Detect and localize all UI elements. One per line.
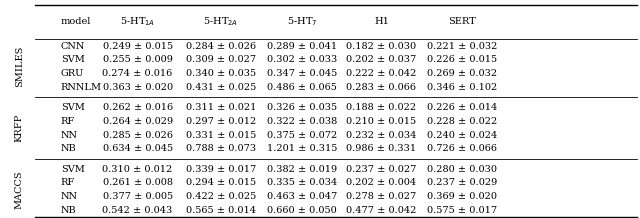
Text: 0.285 ± 0.026: 0.285 ± 0.026 bbox=[102, 131, 173, 140]
Text: 0.382 ± 0.019: 0.382 ± 0.019 bbox=[267, 165, 337, 174]
Text: 0.431 ± 0.025: 0.431 ± 0.025 bbox=[186, 83, 256, 92]
Text: 0.284 ± 0.026: 0.284 ± 0.026 bbox=[186, 42, 256, 51]
Text: 0.283 ± 0.066: 0.283 ± 0.066 bbox=[346, 83, 417, 92]
Text: 0.232 ± 0.034: 0.232 ± 0.034 bbox=[346, 131, 417, 140]
Text: 0.274 ± 0.016: 0.274 ± 0.016 bbox=[102, 69, 173, 78]
Text: 0.222 ± 0.042: 0.222 ± 0.042 bbox=[346, 69, 417, 78]
Text: 0.311 ± 0.021: 0.311 ± 0.021 bbox=[186, 103, 256, 112]
Text: 0.377 ± 0.005: 0.377 ± 0.005 bbox=[102, 192, 173, 201]
Text: 0.210 ± 0.015: 0.210 ± 0.015 bbox=[346, 117, 417, 126]
Text: 0.188 ± 0.022: 0.188 ± 0.022 bbox=[346, 103, 417, 112]
Text: MACCS: MACCS bbox=[15, 170, 24, 209]
Text: 0.237 ± 0.029: 0.237 ± 0.029 bbox=[427, 178, 497, 187]
Text: 0.463 ± 0.047: 0.463 ± 0.047 bbox=[267, 192, 337, 201]
Text: 0.375 ± 0.072: 0.375 ± 0.072 bbox=[267, 131, 337, 140]
Text: SMILES: SMILES bbox=[15, 46, 24, 87]
Text: 0.340 ± 0.035: 0.340 ± 0.035 bbox=[186, 69, 256, 78]
Text: SVM: SVM bbox=[61, 55, 84, 64]
Text: 0.264 ± 0.029: 0.264 ± 0.029 bbox=[102, 117, 173, 126]
Text: 0.269 ± 0.032: 0.269 ± 0.032 bbox=[427, 69, 497, 78]
Text: SERT: SERT bbox=[448, 17, 476, 26]
Text: CNN: CNN bbox=[61, 42, 85, 51]
Text: 0.280 ± 0.030: 0.280 ± 0.030 bbox=[427, 165, 497, 174]
Text: 0.363 ± 0.020: 0.363 ± 0.020 bbox=[102, 83, 173, 92]
Text: RNNLM: RNNLM bbox=[61, 83, 102, 92]
Text: KRFP: KRFP bbox=[15, 114, 24, 142]
Text: NB: NB bbox=[61, 144, 77, 153]
Text: 0.278 ± 0.027: 0.278 ± 0.027 bbox=[346, 192, 417, 201]
Text: 0.221 ± 0.032: 0.221 ± 0.032 bbox=[427, 42, 497, 51]
Text: RF: RF bbox=[61, 117, 75, 126]
Text: 0.310 ± 0.012: 0.310 ± 0.012 bbox=[102, 165, 173, 174]
Text: 0.477 ± 0.042: 0.477 ± 0.042 bbox=[346, 206, 417, 215]
Text: 0.660 ± 0.050: 0.660 ± 0.050 bbox=[268, 206, 337, 215]
Text: 0.726 ± 0.066: 0.726 ± 0.066 bbox=[427, 144, 497, 153]
Text: NN: NN bbox=[61, 192, 78, 201]
Text: 0.339 ± 0.017: 0.339 ± 0.017 bbox=[186, 165, 256, 174]
Text: 0.255 ± 0.009: 0.255 ± 0.009 bbox=[102, 55, 173, 64]
Text: 0.226 ± 0.015: 0.226 ± 0.015 bbox=[427, 55, 497, 64]
Text: 0.202 ± 0.037: 0.202 ± 0.037 bbox=[346, 55, 417, 64]
Text: 0.249 ± 0.015: 0.249 ± 0.015 bbox=[102, 42, 173, 51]
Text: 0.240 ± 0.024: 0.240 ± 0.024 bbox=[427, 131, 497, 140]
Text: 0.226 ± 0.014: 0.226 ± 0.014 bbox=[427, 103, 497, 112]
Text: 0.575 ± 0.017: 0.575 ± 0.017 bbox=[427, 206, 497, 215]
Text: model: model bbox=[61, 17, 91, 26]
Text: GRU: GRU bbox=[61, 69, 84, 78]
Text: 0.228 ± 0.022: 0.228 ± 0.022 bbox=[427, 117, 497, 126]
Text: H1: H1 bbox=[374, 17, 389, 26]
Text: 0.986 ± 0.331: 0.986 ± 0.331 bbox=[346, 144, 417, 153]
Text: 0.261 ± 0.008: 0.261 ± 0.008 bbox=[102, 178, 173, 187]
Text: 0.326 ± 0.035: 0.326 ± 0.035 bbox=[267, 103, 337, 112]
Text: NB: NB bbox=[61, 206, 77, 215]
Text: 5-HT$_{1A}$: 5-HT$_{1A}$ bbox=[120, 15, 155, 28]
Text: SVM: SVM bbox=[61, 165, 84, 174]
Text: 0.322 ± 0.038: 0.322 ± 0.038 bbox=[267, 117, 337, 126]
Text: 0.369 ± 0.020: 0.369 ± 0.020 bbox=[427, 192, 497, 201]
Text: 0.294 ± 0.015: 0.294 ± 0.015 bbox=[186, 178, 256, 187]
Text: 0.486 ± 0.065: 0.486 ± 0.065 bbox=[267, 83, 337, 92]
Text: 0.309 ± 0.027: 0.309 ± 0.027 bbox=[186, 55, 256, 64]
Text: 0.347 ± 0.045: 0.347 ± 0.045 bbox=[267, 69, 337, 78]
Text: 0.202 ± 0.004: 0.202 ± 0.004 bbox=[346, 178, 417, 187]
Text: 0.262 ± 0.016: 0.262 ± 0.016 bbox=[102, 103, 173, 112]
Text: 0.237 ± 0.027: 0.237 ± 0.027 bbox=[346, 165, 417, 174]
Text: 5-HT$_{7}$: 5-HT$_{7}$ bbox=[287, 15, 317, 28]
Text: 0.297 ± 0.012: 0.297 ± 0.012 bbox=[186, 117, 256, 126]
Text: 0.302 ± 0.033: 0.302 ± 0.033 bbox=[267, 55, 337, 64]
Text: 0.331 ± 0.015: 0.331 ± 0.015 bbox=[186, 131, 256, 140]
Text: 1.201 ± 0.315: 1.201 ± 0.315 bbox=[267, 144, 337, 153]
Text: 0.634 ± 0.045: 0.634 ± 0.045 bbox=[102, 144, 173, 153]
Text: 5-HT$_{2A}$: 5-HT$_{2A}$ bbox=[204, 15, 238, 28]
Text: 0.788 ± 0.073: 0.788 ± 0.073 bbox=[186, 144, 256, 153]
Text: 0.335 ± 0.034: 0.335 ± 0.034 bbox=[267, 178, 337, 187]
Text: 0.182 ± 0.030: 0.182 ± 0.030 bbox=[346, 42, 417, 51]
Text: SVM: SVM bbox=[61, 103, 84, 112]
Text: 0.289 ± 0.041: 0.289 ± 0.041 bbox=[267, 42, 337, 51]
Text: 0.542 ± 0.043: 0.542 ± 0.043 bbox=[102, 206, 173, 215]
Text: NN: NN bbox=[61, 131, 78, 140]
Text: 0.346 ± 0.102: 0.346 ± 0.102 bbox=[427, 83, 497, 92]
Text: 0.565 ± 0.014: 0.565 ± 0.014 bbox=[186, 206, 256, 215]
Text: RF: RF bbox=[61, 178, 75, 187]
Text: 0.422 ± 0.025: 0.422 ± 0.025 bbox=[186, 192, 256, 201]
